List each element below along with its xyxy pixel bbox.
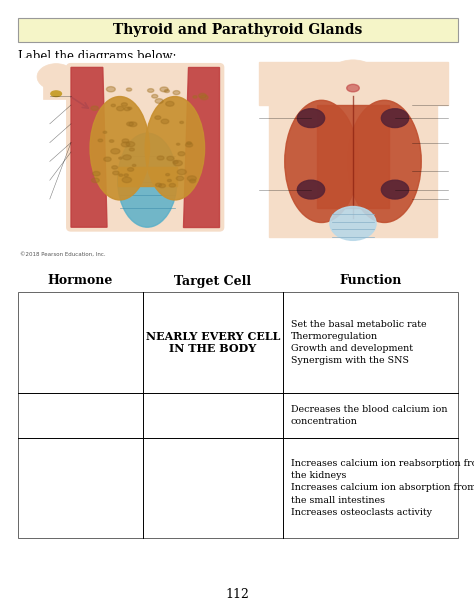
Ellipse shape (155, 116, 161, 120)
Ellipse shape (118, 157, 122, 159)
Ellipse shape (117, 107, 124, 111)
Ellipse shape (152, 94, 158, 98)
Ellipse shape (157, 156, 164, 160)
Ellipse shape (190, 179, 196, 183)
Ellipse shape (155, 99, 163, 104)
Ellipse shape (348, 101, 421, 223)
Polygon shape (71, 67, 107, 227)
Ellipse shape (127, 122, 133, 126)
Ellipse shape (126, 142, 135, 147)
Ellipse shape (147, 89, 154, 93)
Ellipse shape (173, 91, 180, 94)
Ellipse shape (128, 107, 132, 110)
Bar (44, 77, 69, 99)
Ellipse shape (176, 176, 184, 181)
Ellipse shape (180, 121, 183, 123)
FancyBboxPatch shape (67, 64, 224, 231)
Text: Target Cell: Target Cell (174, 275, 252, 287)
Ellipse shape (159, 184, 165, 188)
Ellipse shape (128, 168, 134, 171)
Text: Function: Function (339, 275, 401, 287)
Ellipse shape (112, 166, 118, 169)
Polygon shape (258, 62, 447, 105)
Ellipse shape (167, 156, 174, 161)
Ellipse shape (92, 172, 100, 176)
Text: NEARLY EVERY CELL
IN THE BODY: NEARLY EVERY CELL IN THE BODY (146, 330, 280, 354)
Ellipse shape (111, 148, 120, 154)
Text: 112: 112 (225, 588, 249, 601)
Ellipse shape (167, 180, 171, 181)
Text: Increases calcium ion reabsorption from
the kidneys
Increases calcium ion absorp: Increases calcium ion reabsorption from … (291, 459, 474, 517)
Ellipse shape (37, 64, 75, 90)
Ellipse shape (160, 87, 168, 92)
Ellipse shape (169, 183, 175, 187)
Ellipse shape (127, 88, 132, 91)
Ellipse shape (199, 93, 206, 98)
Ellipse shape (187, 176, 196, 181)
Ellipse shape (297, 180, 325, 199)
Ellipse shape (129, 148, 134, 151)
Ellipse shape (124, 174, 128, 177)
Text: Label the diagrams below:: Label the diagrams below: (18, 50, 176, 63)
Text: Decreases the blood calcium ion
concentration: Decreases the blood calcium ion concentr… (291, 405, 447, 426)
Ellipse shape (98, 139, 103, 142)
Ellipse shape (104, 157, 111, 161)
Ellipse shape (113, 171, 119, 175)
Ellipse shape (103, 131, 107, 133)
Bar (18, 292, 458, 538)
Bar (338, 69, 368, 96)
Ellipse shape (121, 103, 128, 106)
Ellipse shape (193, 96, 197, 98)
Text: Set the basal metabolic rate
Thermoregulation
Growth and development
Synergism w: Set the basal metabolic rate Thermoregul… (291, 320, 427, 365)
Ellipse shape (107, 86, 115, 92)
Ellipse shape (166, 101, 174, 106)
Ellipse shape (164, 89, 169, 93)
Ellipse shape (122, 139, 129, 143)
Polygon shape (183, 67, 219, 227)
Ellipse shape (177, 169, 186, 175)
Bar (317, 105, 389, 208)
Ellipse shape (91, 106, 99, 110)
Text: Hormone: Hormone (48, 275, 113, 287)
Ellipse shape (51, 91, 62, 96)
Ellipse shape (330, 207, 376, 240)
Ellipse shape (285, 101, 358, 223)
Bar (118, 167, 177, 186)
Ellipse shape (124, 107, 130, 111)
Ellipse shape (122, 177, 132, 183)
Bar (269, 96, 437, 237)
Ellipse shape (161, 119, 169, 124)
Bar (18, 18, 458, 42)
Ellipse shape (185, 143, 193, 147)
Ellipse shape (382, 180, 409, 199)
Ellipse shape (111, 104, 115, 107)
Ellipse shape (297, 109, 325, 128)
Ellipse shape (129, 122, 137, 127)
Ellipse shape (173, 161, 178, 164)
Text: Thyroid and Parathyroid Glands: Thyroid and Parathyroid Glands (113, 23, 363, 37)
Ellipse shape (382, 109, 409, 128)
Ellipse shape (173, 161, 182, 166)
Ellipse shape (145, 96, 205, 200)
Ellipse shape (155, 183, 162, 187)
Ellipse shape (186, 142, 191, 145)
Ellipse shape (332, 60, 374, 82)
Ellipse shape (132, 164, 136, 167)
Ellipse shape (90, 96, 149, 200)
Ellipse shape (200, 95, 208, 100)
Ellipse shape (119, 174, 123, 177)
Ellipse shape (118, 133, 177, 227)
Ellipse shape (166, 173, 170, 176)
Ellipse shape (121, 142, 130, 147)
Ellipse shape (109, 140, 114, 142)
Ellipse shape (178, 151, 185, 156)
Ellipse shape (123, 155, 131, 160)
Ellipse shape (91, 178, 99, 183)
Text: ©2018 Pearson Education, Inc.: ©2018 Pearson Education, Inc. (20, 252, 106, 257)
Ellipse shape (346, 85, 359, 92)
Ellipse shape (176, 143, 180, 145)
